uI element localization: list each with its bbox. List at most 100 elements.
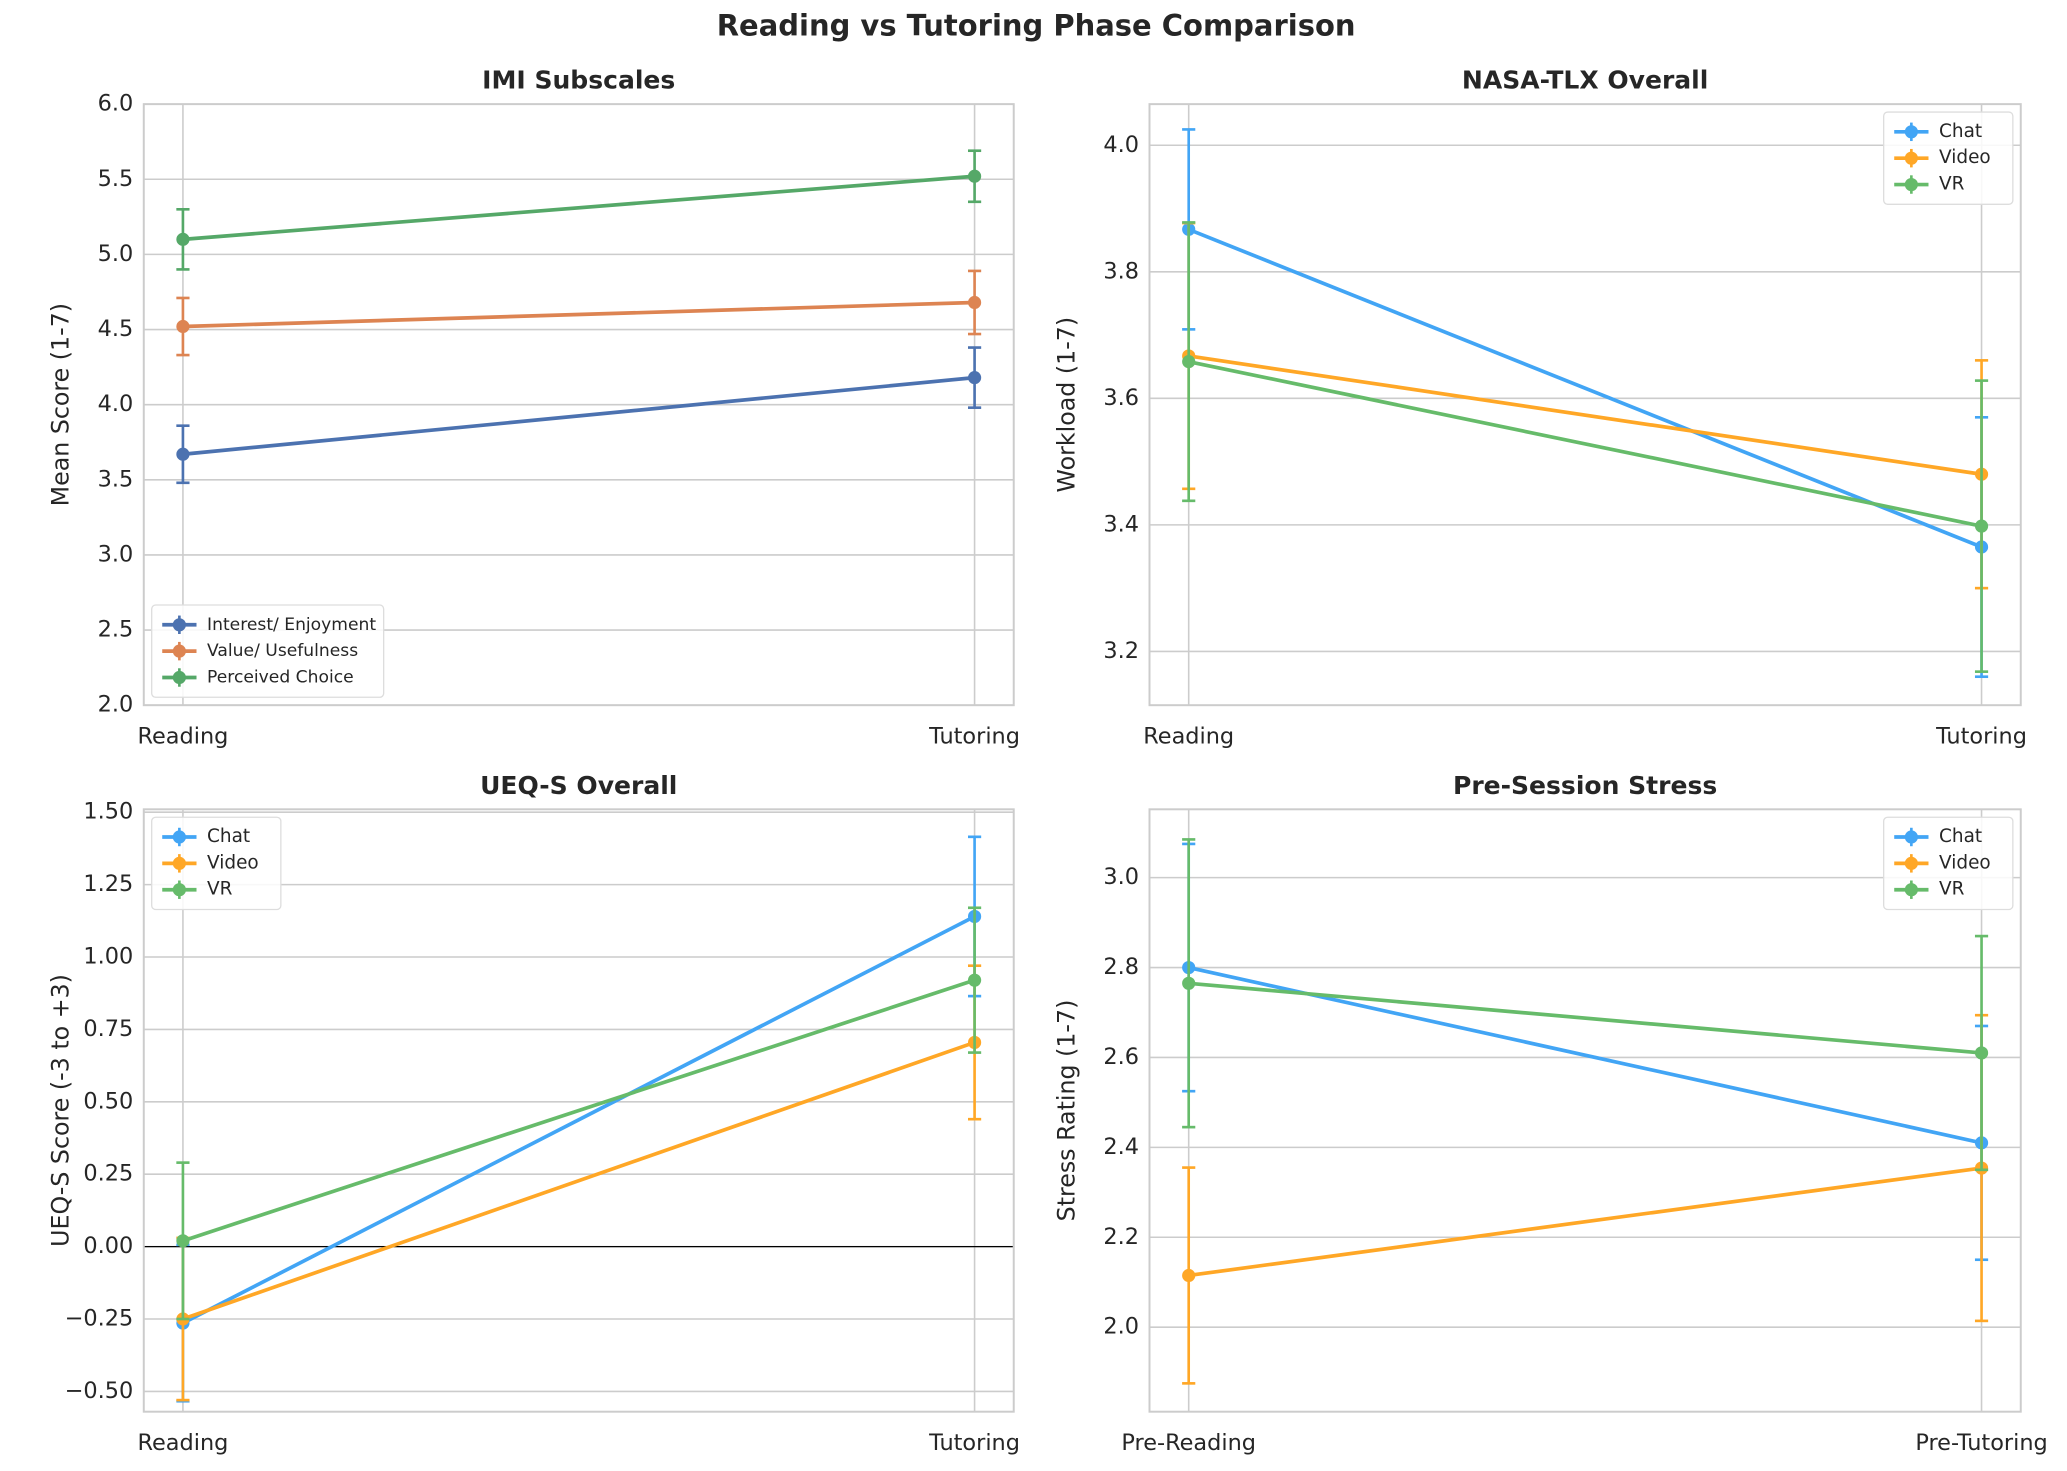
legend-label: Video [1939, 147, 1991, 168]
x-tick-label: Pre-Reading [1121, 1430, 1256, 1456]
marker [176, 447, 190, 461]
legend-marker [1904, 177, 1918, 192]
y-tick-label: −0.50 [65, 1378, 134, 1404]
axes-frame [142, 103, 1015, 707]
series-line [1188, 965, 1982, 1145]
y-tick-label: 5.0 [98, 241, 134, 267]
x-tick-label: Reading [1143, 723, 1234, 749]
y-tick-label: 3.2 [1103, 638, 1139, 664]
series-line [1188, 1166, 1982, 1278]
legend-marker [1904, 830, 1918, 844]
subplot-title: IMI Subscales [482, 66, 675, 95]
y-axis-label: Workload (1-7) [1052, 317, 1080, 493]
plot-area [1149, 104, 2021, 706]
y-tick-label: 2.6 [1103, 1044, 1139, 1070]
y-tick-label: 3.6 [1103, 385, 1139, 411]
x-tick-label: Pre-Tutoring [1915, 1430, 2047, 1456]
legend-label: Video [1939, 852, 1991, 873]
y-tick-label: 3.8 [1103, 258, 1139, 284]
legend-label: Value/ Usefulness [207, 641, 358, 661]
series-line [1188, 354, 1982, 477]
legend-label: VR [1939, 879, 1965, 900]
y-axis-label: UEQ-S Score (-3 to +3) [47, 974, 75, 1247]
subplot-title: UEQ-S Overall [480, 771, 677, 800]
marker [967, 169, 982, 183]
y-tick-label: 1.00 [83, 944, 133, 970]
marker [967, 973, 982, 987]
y-axis-label: Mean Score (1-7) [47, 303, 75, 506]
marker [967, 295, 982, 310]
x-tick-label: Reading [137, 1430, 228, 1456]
y-tick-label: 2.0 [1103, 1314, 1139, 1340]
y-tick-label: 2.4 [1103, 1134, 1139, 1160]
marker [1182, 1268, 1196, 1283]
y-tick-label: 3.5 [98, 466, 134, 492]
legend-marker [172, 670, 186, 685]
y-tick-label: 1.50 [83, 799, 133, 825]
series-line [182, 174, 975, 242]
legend-label: Interest/ Enjoyment [207, 615, 376, 635]
marker [1974, 519, 1989, 533]
y-tick-label: 4.0 [1103, 132, 1139, 158]
marker [176, 232, 190, 246]
y-tick-label: 3.0 [98, 541, 134, 567]
marker [1182, 355, 1196, 369]
y-tick-label: 2.8 [1103, 954, 1139, 980]
marker [967, 371, 982, 385]
legend-label: Chat [207, 826, 250, 847]
series-line [1188, 227, 1983, 549]
y-tick-label: 0.00 [83, 1233, 133, 1259]
series-line [182, 978, 976, 1243]
x-tick-label: Tutoring [928, 1430, 1020, 1456]
y-tick-label: 6.0 [98, 91, 134, 117]
legend-marker [172, 830, 186, 844]
y-tick-label: 0.50 [83, 1088, 133, 1114]
marker [176, 1234, 190, 1248]
legend-marker [1904, 856, 1918, 870]
legend-label: Chat [1939, 826, 1982, 847]
legend-label: VR [1939, 174, 1965, 195]
y-tick-label: 5.5 [98, 166, 134, 192]
legend-label: Video [207, 852, 259, 873]
marker [176, 319, 190, 334]
y-tick-label: 1.25 [83, 871, 133, 897]
axes-frame [1148, 103, 2022, 707]
axes-frame [1148, 808, 2022, 1413]
legend-label: Perceived Choice [207, 668, 354, 688]
y-tick-label: 0.75 [83, 1016, 133, 1042]
series-line [1188, 359, 1982, 528]
series-line [182, 375, 975, 457]
y-tick-label: −0.25 [65, 1306, 134, 1332]
marker [1182, 976, 1196, 990]
axes-frame [142, 808, 1015, 1413]
legend-marker [172, 883, 186, 897]
y-tick-label: 3.0 [1103, 864, 1139, 890]
legend-marker [1904, 883, 1918, 897]
y-tick-label: 2.0 [98, 692, 134, 718]
subplot-title: NASA-TLX Overall [1462, 66, 1708, 95]
y-tick-label: 3.4 [1103, 511, 1139, 537]
y-tick-label: 2.2 [1103, 1224, 1139, 1250]
y-tick-label: 0.25 [83, 1161, 133, 1187]
legend-marker [172, 856, 186, 870]
legend-box [151, 604, 385, 698]
series-line [182, 300, 975, 329]
y-tick-label: 2.5 [98, 617, 134, 643]
series-line [1188, 981, 1982, 1055]
x-tick-label: Reading [137, 723, 228, 749]
subplot-title: Pre-Session Stress [1453, 771, 1717, 800]
legend-marker [1904, 151, 1918, 165]
y-tick-label: 4.5 [98, 316, 134, 342]
marker [1974, 1046, 1989, 1060]
legend-marker [1904, 125, 1918, 139]
y-axis-label: Stress Rating (1-7) [1052, 1000, 1080, 1222]
series-line [182, 1040, 976, 1321]
y-tick-label: 4.0 [98, 391, 134, 417]
x-tick-label: Tutoring [1935, 723, 2027, 749]
legend-label: Chat [1939, 121, 1982, 142]
legend-marker [172, 644, 186, 658]
figure-title: Reading vs Tutoring Phase Comparison [717, 9, 1356, 43]
legend-label: VR [207, 879, 233, 900]
